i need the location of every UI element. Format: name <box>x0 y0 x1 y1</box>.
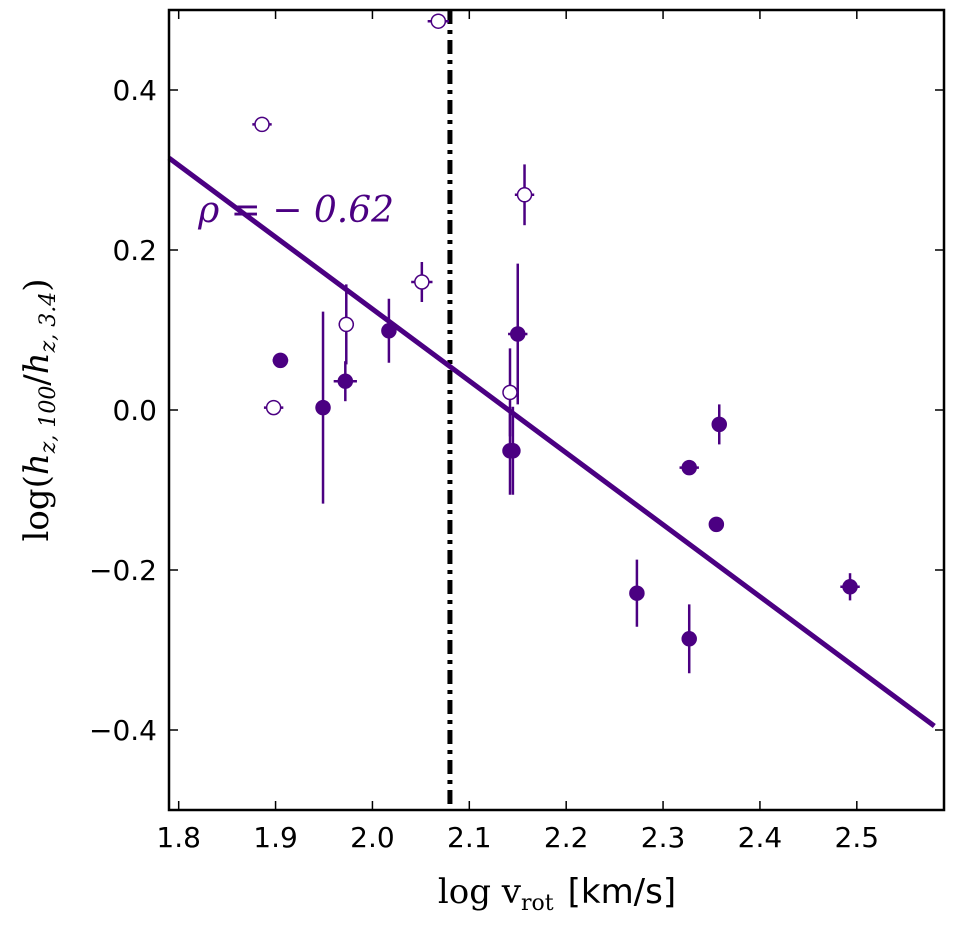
y-tick-label: 0.0 <box>112 394 157 427</box>
data-point-filled <box>629 585 645 601</box>
y-axis-label-sub2: z, 3.4 <box>36 292 61 354</box>
data-point-filled <box>711 416 727 433</box>
y-tick-label: 0.2 <box>112 234 157 267</box>
x-axis-label-unit: [km/s] <box>568 872 677 912</box>
x-axis-label: log vrot [km/s] <box>438 872 676 916</box>
fit-line <box>167 155 936 729</box>
x-tick-label: 2.4 <box>738 821 783 854</box>
y-axis-label-prefix: log( <box>17 475 57 541</box>
x-axis-label-math: log v <box>438 872 522 912</box>
plot-frame <box>167 8 946 812</box>
data-point-open <box>265 399 282 416</box>
x-tick-label: 2.3 <box>641 821 686 854</box>
data-point-filled <box>381 323 397 339</box>
x-axis-label-sub: rot <box>521 891 554 916</box>
data-point-open <box>254 116 270 133</box>
tick-marks <box>169 10 944 810</box>
y-axis-label-suffix: ) <box>17 278 57 291</box>
data-point-open <box>414 274 430 290</box>
x-tick-label: 2.5 <box>835 821 880 854</box>
y-axis-label-sub1: z, 100 <box>36 386 61 455</box>
y-tick-labels: −0.4 −0.2 0.0 0.2 0.4 <box>89 74 157 747</box>
y-axis-label-h2: h <box>17 352 57 374</box>
x-tick-label: 1.9 <box>253 821 298 854</box>
x-tick-label: 1.8 <box>156 821 201 854</box>
data-point-filled <box>315 399 331 416</box>
y-axis-label-slash: / <box>17 374 57 386</box>
x-tick-labels: 1.8 1.9 2.0 2.1 2.2 2.3 2.4 2.5 <box>156 821 879 854</box>
data-point-filled <box>681 631 697 647</box>
data-point-open <box>502 384 518 401</box>
y-axis-label-h1: h <box>17 453 57 475</box>
plot-area <box>167 10 936 810</box>
x-tick-label: 2.0 <box>350 821 395 854</box>
correlation-annotation: ρ = − 0.62 <box>197 190 394 231</box>
y-tick-label: −0.4 <box>89 714 157 747</box>
data-point-filled <box>505 443 521 459</box>
data-point-filled <box>681 459 697 476</box>
data-point-filled <box>842 579 858 595</box>
data-point-open <box>338 316 355 333</box>
data-point-filled <box>272 352 289 369</box>
y-tick-label: 0.4 <box>112 74 157 107</box>
data-point-filled <box>510 326 526 342</box>
y-tick-label: −0.2 <box>89 554 157 587</box>
x-tick-label: 2.1 <box>447 821 492 854</box>
y-axis-label: log(hz, 100/hz, 3.4) <box>17 278 61 541</box>
data-point-open <box>430 13 447 29</box>
x-tick-label: 2.2 <box>544 821 589 854</box>
data-point-filled <box>708 516 725 533</box>
data-point-filled <box>337 373 354 389</box>
data-point-open <box>516 187 533 203</box>
